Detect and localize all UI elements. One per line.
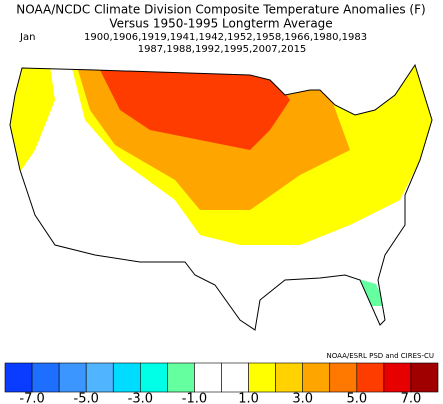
colorbar-label: -3.0 — [128, 392, 153, 404]
colorbar-box — [140, 362, 168, 393]
colorbar-box — [329, 362, 358, 393]
colorbar-box — [58, 362, 87, 393]
map — [9, 63, 433, 331]
subtitle: Versus 1950-1995 Longterm Average — [109, 17, 332, 31]
colorbar-label: 7.0 — [401, 392, 422, 404]
colorbar-box — [4, 362, 33, 393]
colorbar-label: -1.0 — [182, 392, 207, 404]
colorbar-label: 5.0 — [346, 392, 367, 404]
outline — [9, 63, 433, 331]
colorbar-box — [221, 362, 249, 393]
colorbar-box — [194, 362, 222, 393]
colorbar-box — [248, 362, 276, 393]
colorbar-label: 1.0 — [238, 392, 259, 404]
colorbar-label: -7.0 — [19, 392, 44, 404]
region-red — [95, 65, 290, 150]
period-years: 1900,1906,1919,1941,1942,1952,1958,1966,… — [84, 32, 367, 43]
colorbar-box — [31, 362, 60, 393]
period-years: 1987,1988,1992,1995,2007,2015 — [138, 44, 307, 55]
colorbar-box — [275, 362, 303, 393]
colorbar: -7.0 -5.0 -3.0 -1.0 1.0 3.0 5.0 7.0 — [4, 362, 439, 404]
colorbar-label: -5.0 — [74, 392, 99, 404]
colorbar-box — [302, 362, 331, 393]
credit: NOAA/ESRL PSD and CIRES-CU — [326, 352, 434, 360]
colorbar-box — [410, 362, 439, 393]
colorbar-label: 3.0 — [292, 392, 313, 404]
colorbar-box — [356, 362, 385, 393]
colorbar-box — [112, 362, 141, 393]
period-month: Jan — [19, 32, 35, 43]
colorbar-box — [383, 362, 412, 393]
colorbar-box — [167, 362, 195, 393]
title: NOAA/NCDC Climate Division Composite Tem… — [16, 3, 425, 17]
colorbar-box — [85, 362, 114, 393]
